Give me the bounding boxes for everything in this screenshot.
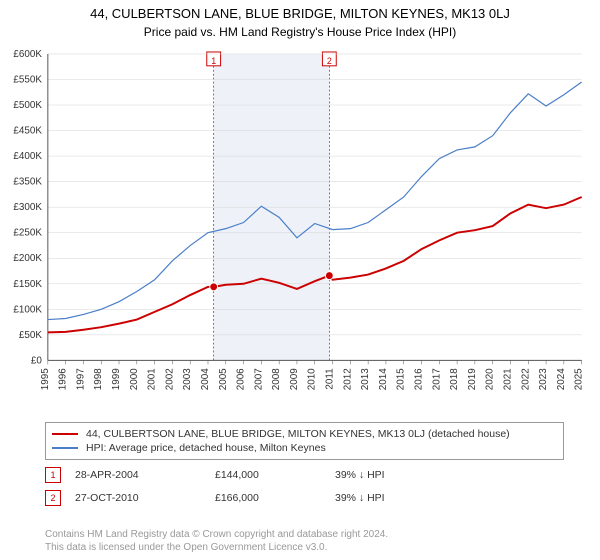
svg-text:£600K: £600K — [13, 50, 42, 60]
svg-text:2000: 2000 — [129, 368, 140, 390]
svg-text:£200K: £200K — [13, 253, 42, 264]
sale-row: 1 28-APR-2004 £144,000 39% ↓ HPI — [45, 467, 575, 483]
footer-line: This data is licensed under the Open Gov… — [45, 542, 388, 555]
sale-row: 2 27-OCT-2010 £166,000 39% ↓ HPI — [45, 490, 575, 506]
svg-text:2002: 2002 — [164, 368, 175, 390]
svg-text:2025: 2025 — [574, 368, 585, 390]
svg-text:2009: 2009 — [289, 368, 300, 390]
svg-text:2023: 2023 — [538, 368, 549, 390]
svg-text:1: 1 — [211, 56, 216, 66]
svg-text:£550K: £550K — [13, 74, 42, 85]
svg-text:2004: 2004 — [200, 368, 211, 390]
svg-text:2008: 2008 — [271, 368, 282, 390]
svg-text:£450K: £450K — [13, 126, 42, 137]
svg-text:2021: 2021 — [502, 368, 513, 390]
sale-price: £144,000 — [215, 469, 335, 481]
legend-item: HPI: Average price, detached house, Milt… — [52, 441, 557, 455]
sale-date: 27-OCT-2010 — [75, 492, 215, 504]
svg-text:£250K: £250K — [13, 228, 42, 239]
sale-date: 28-APR-2004 — [75, 469, 215, 481]
svg-text:2007: 2007 — [253, 368, 264, 390]
svg-text:2019: 2019 — [467, 368, 478, 390]
sale-price: £166,000 — [215, 492, 335, 504]
svg-text:£350K: £350K — [13, 177, 42, 188]
svg-text:2022: 2022 — [520, 368, 531, 390]
svg-text:2018: 2018 — [449, 368, 460, 390]
svg-text:£100K: £100K — [13, 304, 42, 315]
legend-item: 44, CULBERTSON LANE, BLUE BRIDGE, MILTON… — [52, 427, 557, 441]
svg-text:2014: 2014 — [378, 368, 389, 390]
svg-text:1996: 1996 — [58, 368, 69, 390]
svg-text:£400K: £400K — [13, 151, 42, 162]
svg-text:£300K: £300K — [13, 202, 42, 213]
svg-text:1999: 1999 — [111, 368, 122, 390]
svg-text:2001: 2001 — [147, 368, 158, 390]
svg-text:2013: 2013 — [360, 368, 371, 390]
sale-hpi: 39% ↓ HPI — [335, 492, 385, 504]
svg-text:2011: 2011 — [325, 368, 336, 390]
svg-text:2020: 2020 — [485, 368, 496, 390]
page-subtitle: Price paid vs. HM Land Registry's House … — [0, 21, 600, 43]
chart-legend: 44, CULBERTSON LANE, BLUE BRIDGE, MILTON… — [45, 422, 564, 460]
sale-hpi: 39% ↓ HPI — [335, 469, 385, 481]
svg-text:2010: 2010 — [307, 368, 318, 390]
svg-text:2016: 2016 — [414, 368, 425, 390]
svg-text:2: 2 — [327, 56, 332, 66]
price-chart: 12£0£50K£100K£150K£200K£250K£300K£350K£4… — [45, 50, 585, 395]
legend-label: HPI: Average price, detached house, Milt… — [86, 442, 326, 454]
svg-text:1997: 1997 — [75, 368, 86, 390]
legend-swatch — [52, 433, 78, 435]
svg-text:1995: 1995 — [40, 368, 51, 390]
footer-attribution: Contains HM Land Registry data © Crown c… — [45, 529, 388, 554]
legend-swatch — [52, 447, 78, 449]
svg-text:2003: 2003 — [182, 368, 193, 390]
footer-line: Contains HM Land Registry data © Crown c… — [45, 529, 388, 542]
legend-label: 44, CULBERTSON LANE, BLUE BRIDGE, MILTON… — [86, 428, 510, 440]
svg-text:£50K: £50K — [19, 330, 42, 341]
page-title: 44, CULBERTSON LANE, BLUE BRIDGE, MILTON… — [0, 0, 600, 21]
svg-text:1998: 1998 — [93, 368, 104, 390]
svg-text:2017: 2017 — [431, 368, 442, 390]
svg-text:2012: 2012 — [342, 368, 353, 390]
svg-text:2005: 2005 — [218, 368, 229, 390]
svg-text:£500K: £500K — [13, 100, 42, 111]
svg-text:£150K: £150K — [13, 279, 42, 290]
svg-text:2015: 2015 — [396, 368, 407, 390]
svg-text:£0: £0 — [31, 355, 42, 366]
svg-text:2024: 2024 — [556, 368, 567, 390]
sale-marker-icon: 1 — [45, 467, 61, 483]
sale-marker-icon: 2 — [45, 490, 61, 506]
svg-text:2006: 2006 — [236, 368, 247, 390]
